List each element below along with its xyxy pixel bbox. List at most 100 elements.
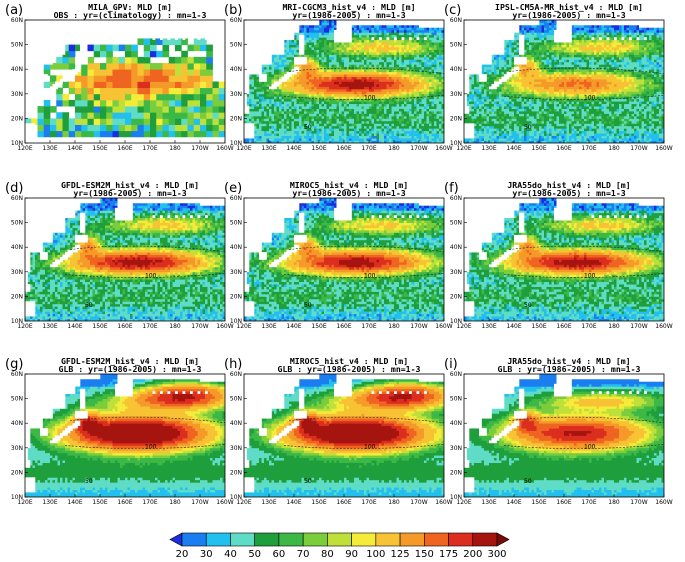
y-tick-label: 50N	[450, 42, 462, 49]
x-tick-label: 160E	[556, 499, 571, 506]
y-tick-label: 60N	[450, 195, 462, 202]
panel-title: MRI-CGCM3_hist_v4 : MLD [m]	[282, 2, 415, 12]
map-panel: (e) MIROC5_hist_v4 : MLD [m]yr=(1986-2005…	[224, 180, 453, 330]
panel-title: IPSL-CM5A-MR_hist_v4 : MLD [m]	[495, 2, 643, 12]
x-tick-label: 150E	[531, 145, 546, 152]
colorbar-tick-label: 100	[366, 549, 385, 560]
x-tick-label: 170W	[630, 145, 647, 152]
x-tick-label: 170E	[142, 499, 157, 506]
x-tick-label: 160W	[216, 323, 233, 330]
contour-label: 100	[584, 272, 596, 279]
mld-field: 100 50	[244, 198, 444, 321]
mld-field: 100 50	[25, 198, 225, 321]
colorbar-segment	[448, 532, 474, 547]
colorbar-tick-label: 20	[176, 549, 189, 560]
y-tick-label: 10N	[450, 494, 462, 501]
colorbar-tick-label: 30	[200, 549, 213, 560]
panel-title: MIROC5_hist_v4 : MLD [m]	[290, 356, 408, 366]
contour-label: 50	[304, 302, 312, 309]
mld-field	[25, 20, 225, 143]
panel-title: MILA_GPV: MLD [m]	[88, 2, 172, 12]
colorbar-segment	[254, 532, 280, 547]
mld-field: 100 50	[244, 20, 444, 143]
x-tick-label: 130E	[42, 499, 57, 506]
x-tick-label: 150E	[92, 323, 107, 330]
panel-title: MIROC5_hist_v4 : MLD [m]	[290, 180, 408, 190]
y-tick-label: 10N	[11, 318, 23, 325]
map-panel: (c) IPSL-CM5A-MR_hist_v4 : MLD [m]yr=(198…	[444, 2, 673, 152]
mld-field: 100 50	[464, 198, 664, 321]
contour-label: 50	[524, 478, 532, 485]
panel-label: (i)	[444, 357, 458, 372]
mld-field: 100 50	[464, 20, 664, 143]
map-panel: (a) MILA_GPV: MLD [m]OBS : yr=(climatolog…	[5, 2, 234, 152]
x-tick-label: 170E	[361, 499, 376, 506]
x-tick-label: 180	[388, 323, 400, 330]
y-tick-label: 20N	[230, 469, 242, 476]
mld-field: 100 50	[25, 374, 225, 497]
x-tick-label: 160W	[216, 499, 233, 506]
map-panel: (h) MIROC5_hist_v4 : MLD [m]GLB : yr=(198…	[224, 356, 453, 506]
y-tick-label: 20N	[230, 115, 242, 122]
y-tick-label: 30N	[230, 91, 242, 98]
y-tick-label: 20N	[450, 293, 462, 300]
x-tick-label: 160E	[556, 145, 571, 152]
colorbar-segment	[351, 532, 377, 547]
y-tick-label: 20N	[450, 115, 462, 122]
x-tick-label: 120E	[17, 323, 32, 330]
contour-label: 100	[364, 443, 376, 450]
colorbar-segment	[302, 532, 328, 547]
y-tick-label: 60N	[230, 371, 242, 378]
y-tick-label: 50N	[11, 220, 23, 227]
panel-subtitle: yr=(1986-2005) : mn=1-3	[73, 188, 186, 198]
mld-field: 100 50	[244, 374, 444, 497]
y-tick-label: 20N	[230, 293, 242, 300]
x-tick-label: 180	[169, 499, 181, 506]
panel-label: (e)	[224, 181, 242, 196]
contour-label: 50	[304, 478, 312, 485]
y-tick-label: 60N	[230, 17, 242, 24]
y-tick-label: 50N	[230, 42, 242, 49]
x-tick-label: 170W	[191, 145, 208, 152]
y-tick-label: 20N	[11, 469, 23, 476]
colorbar-tick-label: 90	[345, 549, 358, 560]
y-tick-label: 10N	[450, 140, 462, 147]
y-tick-label: 30N	[11, 445, 23, 452]
contour-label: 50	[524, 302, 532, 309]
panel-subtitle: yr=(1986-2005) : mn=1-3	[512, 188, 625, 198]
x-tick-label: 150E	[531, 323, 546, 330]
colorbar-tick-label: 200	[463, 549, 482, 560]
x-tick-label: 170W	[630, 499, 647, 506]
x-tick-label: 160E	[117, 323, 132, 330]
y-tick-label: 30N	[450, 91, 462, 98]
colorbar-tick-label: 175	[439, 549, 458, 560]
y-tick-label: 40N	[11, 420, 23, 427]
x-tick-label: 160W	[216, 145, 233, 152]
y-tick-label: 20N	[11, 115, 23, 122]
y-tick-label: 60N	[11, 17, 23, 24]
x-tick-label: 150E	[531, 499, 546, 506]
x-tick-label: 120E	[456, 499, 471, 506]
panel-subtitle: GLB : yr=(1986-2005) : mn=1-3	[498, 364, 641, 374]
y-tick-label: 50N	[11, 42, 23, 49]
x-tick-label: 180	[388, 499, 400, 506]
panel-subtitle: yr=(1986-2005) : mn=1-3	[292, 10, 405, 20]
x-tick-label: 130E	[481, 145, 496, 152]
x-tick-label: 120E	[17, 499, 32, 506]
panel-subtitle: GLB : yr=(1986-2005) : mn=1-3	[59, 364, 202, 374]
x-tick-label: 140E	[286, 323, 301, 330]
x-tick-label: 170E	[142, 323, 157, 330]
x-tick-label: 170E	[142, 145, 157, 152]
x-tick-label: 130E	[261, 499, 276, 506]
x-tick-label: 150E	[311, 323, 326, 330]
x-tick-label: 140E	[506, 145, 521, 152]
contour-label: 50	[524, 124, 532, 131]
x-tick-label: 170E	[361, 145, 376, 152]
panel-label: (c)	[444, 3, 461, 18]
x-tick-label: 140E	[67, 323, 82, 330]
colorbar-tick-label: 125	[391, 549, 410, 560]
contour-label: 100	[584, 94, 596, 101]
y-tick-label: 10N	[11, 140, 23, 147]
x-tick-label: 160E	[336, 145, 351, 152]
x-tick-label: 140E	[286, 145, 301, 152]
